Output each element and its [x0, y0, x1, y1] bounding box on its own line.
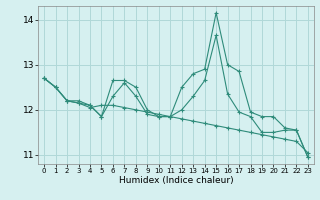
X-axis label: Humidex (Indice chaleur): Humidex (Indice chaleur): [119, 176, 233, 185]
